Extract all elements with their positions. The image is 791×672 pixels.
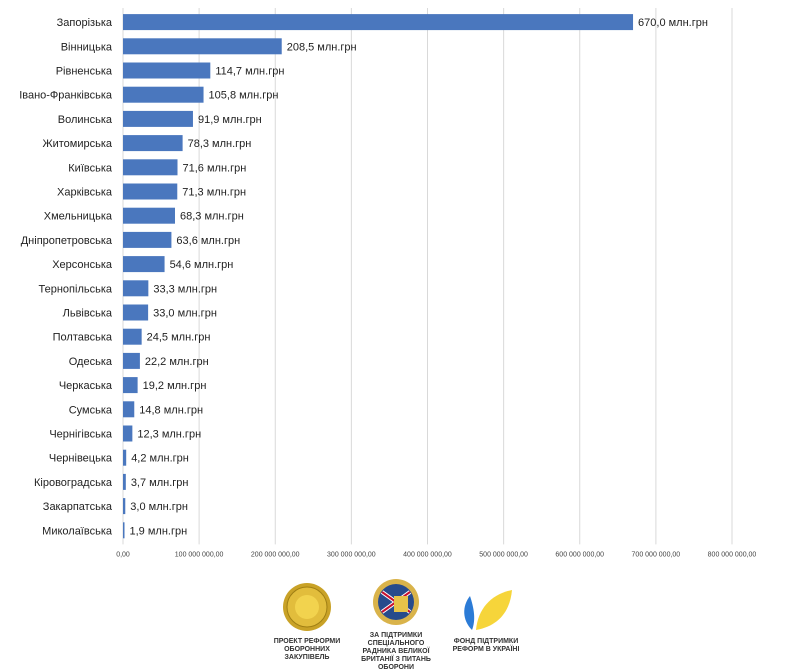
logo-caption: ФОНД ПІДТРИМКИ РЕФОРМ В УКРАЇНІ [452,638,520,653]
category-label: Черкаська [59,380,113,392]
category-label: Одеська [69,356,113,368]
data-label: 4,2 млн.грн [131,453,189,465]
bar [123,86,204,103]
category-label: Кіровоградська [34,477,113,489]
category-label: Волинська [58,114,113,126]
data-label: 208,5 млн.грн [287,41,357,53]
category-label: Закарпатська [43,501,113,513]
bar [123,522,125,539]
x-tick-label: 200 000 000,00 [251,551,300,558]
category-label: Чернігівська [49,429,113,441]
bar [123,473,126,490]
data-label: 91,9 млн.грн [198,114,262,126]
bar [123,14,634,31]
category-label: Вінницька [61,41,113,53]
bar [123,62,211,79]
data-label: 670,0 млн.грн [638,17,708,29]
bar [123,256,165,273]
data-label: 33,3 млн.грн [153,283,217,295]
bar [123,207,175,224]
data-label: 71,3 млн.грн [182,187,246,199]
logo-caption: ПРОЕКТ РЕФОРМИ ОБОРОННИХ ЗАКУПІВЕЛЬ [273,638,341,661]
x-tick-label: 0,00 [116,551,130,558]
data-label: 3,7 млн.грн [131,477,189,489]
bar [123,135,183,152]
bar [123,38,282,55]
x-tick-label: 700 000 000,00 [632,551,681,558]
logo-caption: ЗА ПІДТРИМКИ СПЕЦІАЛЬНОГО РАДНИКА ВЕЛИКО… [361,632,431,671]
data-label: 54,6 млн.грн [170,259,234,271]
emblem-icon [373,579,419,625]
data-label: 68,3 млн.грн [180,211,244,223]
category-label: Львівська [63,308,113,320]
bar [123,304,149,321]
data-label: 12,3 млн.грн [137,429,201,441]
data-label: 24,5 млн.грн [147,332,211,344]
bar [123,401,135,418]
category-label: Харківська [57,187,113,199]
data-label: 1,9 млн.грн [130,525,188,537]
x-tick-label: 800 000 000,00 [708,551,757,558]
data-label: 105,8 млн.грн [209,90,279,102]
category-label: Київська [68,162,113,174]
bar [123,110,193,127]
bar [123,159,178,176]
bar [123,183,178,200]
data-label: 3,0 млн.грн [130,501,188,513]
data-label: 78,3 млн.грн [188,138,252,150]
bar [123,352,140,369]
category-label: Полтавська [53,332,113,344]
category-label: Житомирська [42,138,112,150]
category-label: Хмельницька [44,211,113,223]
data-label: 63,6 млн.грн [176,235,240,247]
data-label: 22,2 млн.грн [145,356,209,368]
x-tick-label: 100 000 000,00 [175,551,224,558]
logo-defense-procurement: ПРОЕКТ РЕФОРМИ ОБОРОННИХ ЗАКУПІВЕЛЬ [262,582,352,662]
x-tick-label: 600 000 000,00 [555,551,604,558]
category-label: Чернівецька [49,453,113,465]
blue-yellow-leaf-icon [464,590,512,630]
data-label: 33,0 млн.грн [153,308,217,320]
category-label: Запорізька [57,17,113,29]
category-label: Рівненська [56,66,113,78]
data-label: 19,2 млн.грн [143,380,207,392]
x-tick-label: 300 000 000,00 [327,551,376,558]
bar [123,280,149,297]
bar [123,449,127,466]
bar-chart: 0,00 100 000 000,00 200 000 000,00 300 000 … [19,8,757,558]
logo-reform-fund: ФОНД ПІДТРИМКИ РЕФОРМ В УКРАЇНІ [446,586,526,654]
x-tick-label: 400 000 000,00 [403,551,452,558]
category-label: Тернопільська [39,283,113,295]
bar [123,425,133,442]
gold-seal-icon [283,583,331,631]
category-label: Івано-Франківська [19,90,113,102]
category-label: Миколаївська [42,525,113,537]
category-label: Дніпропетровська [21,235,113,247]
x-tick-label: 500 000 000,00 [479,551,528,558]
data-label: 114,7 млн.грн [215,66,284,78]
category-label: Херсонська [52,259,113,271]
category-label: Сумська [69,404,113,416]
bar [123,328,142,345]
data-label: 14,8 млн.грн [139,404,203,416]
bar [123,377,138,394]
bar [123,231,172,248]
footer-logos: ПРОЕКТ РЕФОРМИ ОБОРОННИХ ЗАКУПІВЕЛЬ ЗА П… [0,576,791,671]
logo-uk-adviser: ЗА ПІДТРИМКИ СПЕЦІАЛЬНОГО РАДНИКА ВЕЛИКО… [350,578,442,672]
bar [123,498,126,515]
data-label: 71,6 млн.грн [183,162,247,174]
